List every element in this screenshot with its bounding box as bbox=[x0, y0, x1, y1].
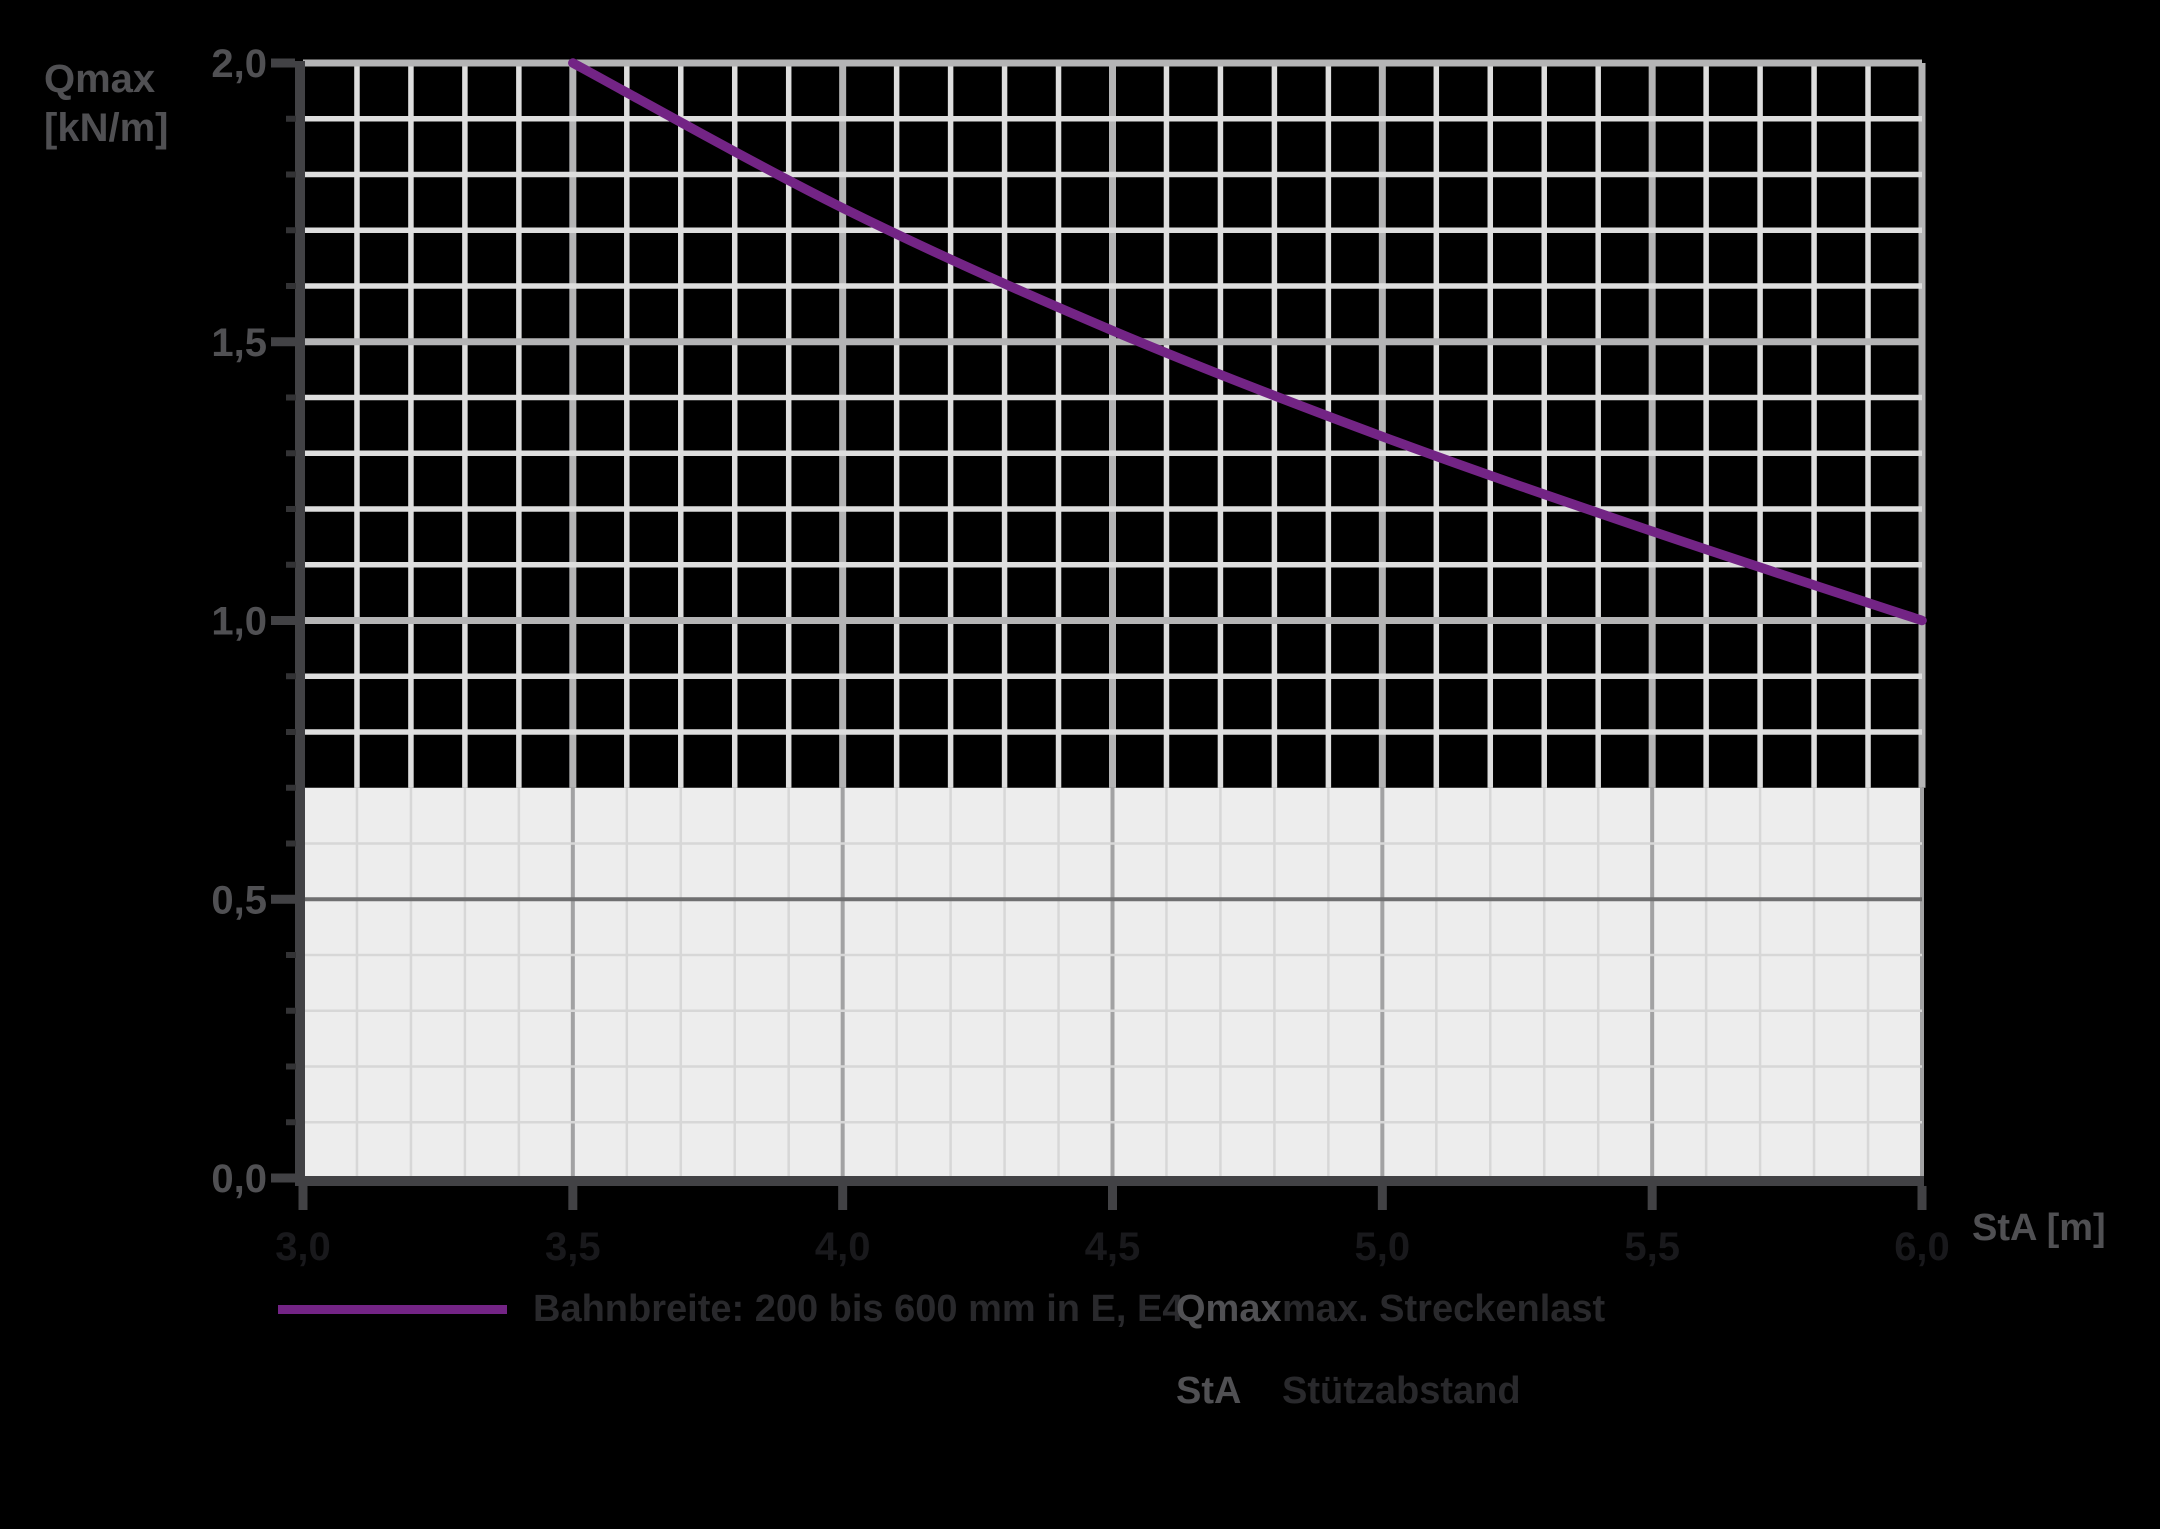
y-tick-label: 1,5 bbox=[211, 321, 267, 365]
abbreviation-legend: Qmax max. Streckenlast StA Stützabstand bbox=[1176, 1286, 1605, 1414]
y-tick-label: 0,0 bbox=[211, 1157, 267, 1201]
legend-series-label: Bahnbreite: 200 bis 600 mm in E, E4 bbox=[533, 1287, 1184, 1330]
definition-description-qmax: max. Streckenlast bbox=[1282, 1287, 1606, 1330]
y-tick-label: 0,5 bbox=[211, 878, 267, 922]
x-tick-label: 4,0 bbox=[815, 1225, 871, 1269]
y-axis-unit: [kN/m] bbox=[44, 106, 168, 150]
x-axis-title: StA [m] bbox=[1972, 1207, 2106, 1249]
definition-term-qmax: Qmax bbox=[1176, 1287, 1282, 1330]
series-line-bahnbreite bbox=[568, 58, 1927, 626]
y-tick-label: 1,0 bbox=[211, 600, 267, 644]
x-tick-label: 4,5 bbox=[1085, 1225, 1141, 1269]
definition-row-sta: StA Stützabstand bbox=[1176, 1368, 1605, 1414]
definition-row-qmax: Qmax max. Streckenlast bbox=[1176, 1286, 1605, 1332]
legend: Bahnbreite: 200 bis 600 mm in E, E4 bbox=[278, 1286, 1183, 1332]
x-tick-label: 5,0 bbox=[1355, 1225, 1411, 1269]
definition-description-sta: Stützabstand bbox=[1282, 1369, 1521, 1412]
x-tick-label: 3,0 bbox=[275, 1225, 331, 1269]
y-axis-title: Qmax bbox=[44, 57, 155, 101]
x-tick-label: 6,0 bbox=[1894, 1225, 1950, 1269]
legend-line-swatch bbox=[278, 1304, 507, 1314]
x-tick-label: 5,5 bbox=[1624, 1225, 1680, 1269]
x-tick-label: 3,5 bbox=[545, 1225, 601, 1269]
definition-term-sta: StA bbox=[1176, 1369, 1242, 1412]
y-tick-label: 2,0 bbox=[211, 42, 267, 86]
